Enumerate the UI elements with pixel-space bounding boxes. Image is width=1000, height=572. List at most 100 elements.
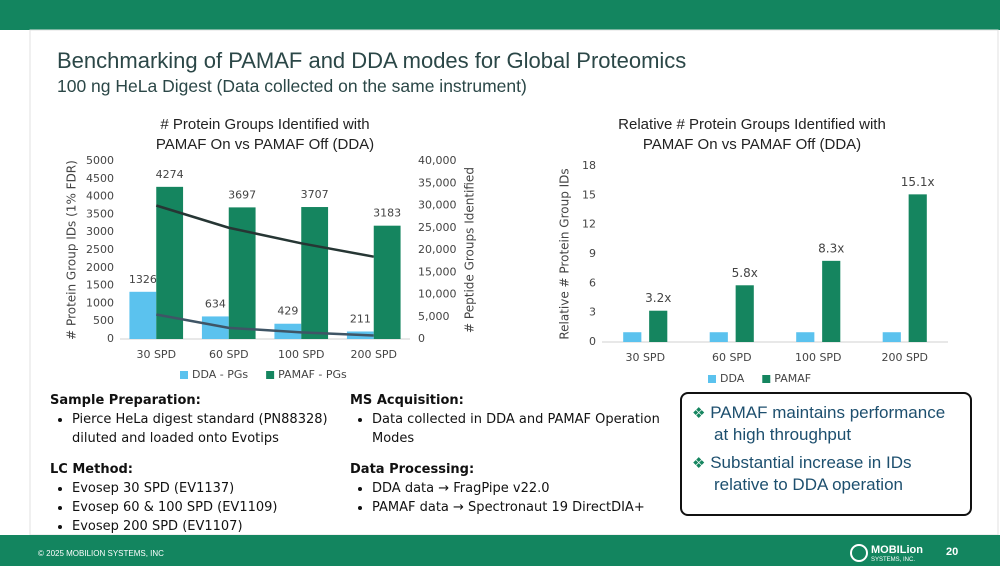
y-tick-label: 18	[582, 159, 596, 172]
logo: MOBILion	[871, 544, 923, 556]
bar	[882, 332, 901, 342]
top-band	[0, 0, 1000, 30]
bar	[796, 332, 815, 342]
logo-sub: SYSTEMS, INC.	[871, 557, 916, 563]
bar	[201, 316, 229, 339]
item: DDA data → FragPipe v22.0	[372, 479, 670, 498]
bar	[735, 285, 754, 342]
y2-tick-label: 35,000	[418, 176, 457, 189]
left-column: Sample Preparation: Pierce HeLa digest s…	[50, 391, 350, 548]
item: Evosep 200 SPD (EV1107)	[72, 517, 350, 536]
x-tick-label: 200 SPD	[881, 351, 928, 364]
data-label: 4274	[156, 168, 184, 181]
page-number: 20	[946, 546, 959, 558]
item: Data collected in DDA and PAMAF Operatio…	[372, 410, 670, 448]
list: Pierce HeLa digest standard (PN88328) di…	[50, 410, 350, 448]
y2-tick-label: 40,000	[418, 154, 457, 167]
legend-swatch	[180, 371, 188, 379]
bar	[129, 291, 157, 339]
y-tick-label: 6	[589, 276, 596, 289]
data-label: 634	[205, 297, 226, 310]
bar	[709, 332, 728, 342]
x-tick-label: 100 SPD	[278, 348, 325, 361]
heading: Data Processing:	[350, 462, 475, 477]
data-label: 211	[350, 312, 371, 325]
y-tick-label: 0	[589, 335, 596, 348]
x-tick-label: 100 SPD	[795, 351, 842, 364]
bar	[908, 194, 927, 342]
data-label: 3697	[228, 188, 256, 201]
bar	[822, 260, 841, 342]
bar	[623, 332, 642, 342]
bar	[373, 225, 401, 339]
copyright: © 2025 MOBILION SYSTEMS, INC	[38, 549, 164, 558]
line	[156, 313, 374, 337]
y2-tick-label: 15,000	[418, 265, 457, 278]
x-tick-label: 30 SPD	[136, 348, 176, 361]
data-label: 5.8x	[732, 266, 758, 280]
data-label: 15.1x	[901, 175, 935, 189]
y-tick-label: 4500	[86, 172, 114, 185]
y-tick-label: 12	[582, 218, 596, 231]
y2-tick-label: 25,000	[418, 221, 457, 234]
list: Data collected in DDA and PAMAF Operatio…	[350, 410, 670, 448]
legend-swatch	[266, 371, 275, 379]
line	[155, 204, 374, 258]
legend-label: DDA	[720, 372, 745, 385]
legend-label: PAMAF - PGs	[278, 368, 347, 381]
heading: Sample Preparation:	[50, 393, 201, 408]
bottom-band	[0, 535, 1000, 566]
x-tick-label: 30 SPD	[625, 351, 665, 364]
x-tick-label: 60 SPD	[209, 348, 249, 361]
bar	[301, 207, 329, 339]
data-label: 429	[277, 305, 298, 318]
y-tick-label: 2500	[86, 243, 114, 256]
bar	[228, 207, 256, 339]
y2-axis-label: # Peptide Groups Identified	[463, 167, 477, 333]
y2-tick-label: 20,000	[418, 243, 457, 256]
heading: MS Acquisition:	[350, 393, 464, 408]
data-label: 3183	[373, 207, 401, 220]
highlight-box: PAMAF maintains performance at high thro…	[680, 392, 972, 516]
data-label: 8.3x	[818, 241, 844, 255]
heading: LC Method:	[50, 462, 134, 477]
data-label: 3707	[301, 188, 329, 201]
data-label: 1326	[129, 273, 157, 286]
y2-tick-label: 5,000	[418, 310, 450, 323]
legend-swatch	[708, 375, 716, 383]
legend-swatch	[762, 375, 771, 383]
highlight: Substantial increase in IDs relative to …	[710, 452, 960, 496]
y-tick-label: 3000	[86, 225, 114, 238]
middle-column: MS Acquisition: Data collected in DDA an…	[350, 391, 670, 529]
chart-title: PAMAF On vs PAMAF Off (DDA)	[156, 136, 374, 153]
y-tick-label: 3500	[86, 207, 114, 220]
data-label: 3.2x	[645, 291, 671, 305]
chart-title: Relative # Protein Groups Identified wit…	[618, 116, 886, 133]
y2-tick-label: 30,000	[418, 199, 457, 212]
item: Evosep 60 & 100 SPD (EV1109)	[72, 498, 350, 517]
item: Pierce HeLa digest standard (PN88328) di…	[72, 410, 350, 448]
y-tick-label: 2000	[86, 261, 114, 274]
y-tick-label: 500	[93, 314, 114, 327]
y-tick-label: 5000	[86, 154, 114, 167]
y-axis-label: # Protein Group IDs (1% FDR)	[65, 160, 79, 340]
chart-title: PAMAF On vs PAMAF Off (DDA)	[643, 136, 861, 153]
list: DDA data → FragPipe v22.0 PAMAF data → S…	[350, 479, 670, 517]
y-tick-label: 3	[589, 306, 596, 319]
slide-subtitle: 100 ng HeLa Digest (Data collected on th…	[57, 76, 527, 96]
y-axis-label: Relative # Protein Group IDs	[558, 168, 572, 339]
logo-icon	[850, 544, 868, 562]
bar	[649, 310, 668, 342]
list: Evosep 30 SPD (EV1137) Evosep 60 & 100 S…	[50, 479, 350, 536]
y-tick-label: 1500	[86, 279, 114, 292]
y2-tick-label: 0	[418, 332, 425, 345]
item: PAMAF data → Spectronaut 19 DirectDIA+	[372, 498, 670, 517]
y-tick-label: 9	[589, 247, 596, 260]
y-tick-label: 15	[582, 188, 596, 201]
y-tick-label: 0	[107, 332, 114, 345]
y2-tick-label: 10,000	[418, 288, 457, 301]
y-tick-label: 4000	[86, 190, 114, 203]
x-tick-label: 60 SPD	[712, 351, 752, 364]
